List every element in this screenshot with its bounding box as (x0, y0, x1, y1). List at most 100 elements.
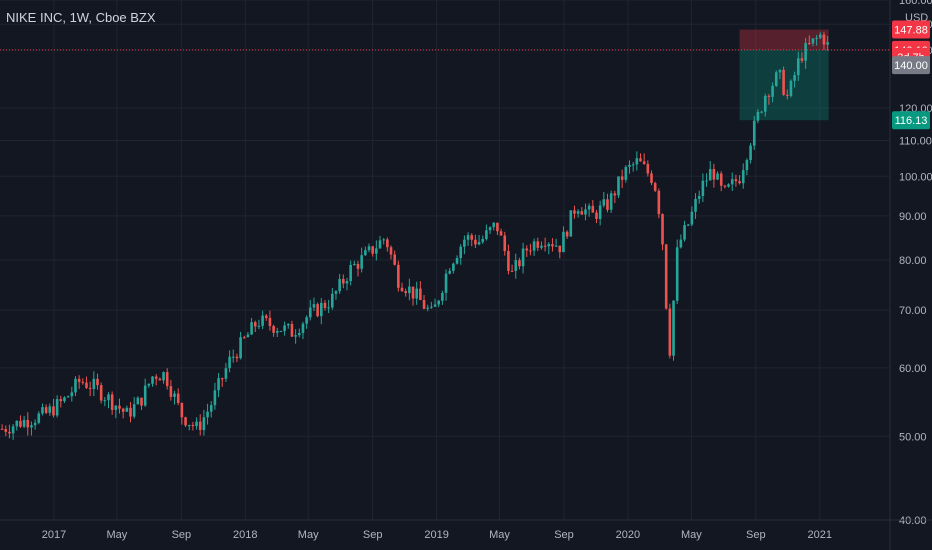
candle-body (433, 304, 437, 307)
candle-body (580, 211, 584, 215)
candle-body (74, 378, 77, 393)
candle-body (620, 176, 624, 180)
candle-body (529, 250, 532, 252)
candle-body (565, 231, 569, 237)
candle-body (59, 399, 63, 402)
candle-body (353, 263, 356, 265)
candle-body (826, 42, 829, 45)
candle-body (367, 246, 371, 251)
candle-body (125, 407, 129, 412)
x-tick-label: Sep (554, 529, 574, 541)
candle-body (712, 169, 716, 180)
candle-body (796, 58, 800, 76)
candle-body (228, 356, 231, 369)
candle-body (235, 356, 239, 359)
candle-body (653, 183, 657, 191)
y-tick-label: 90.00 (899, 211, 927, 223)
candle-body (540, 245, 543, 248)
candle-body (547, 244, 551, 247)
candle-body (77, 378, 81, 382)
candle-body (217, 378, 220, 391)
candle-body (525, 248, 529, 251)
candle-body (690, 211, 694, 225)
candle-body (752, 120, 756, 146)
candle-body (360, 255, 363, 269)
candle-body (364, 250, 367, 256)
candle-body (664, 244, 668, 309)
candle-body (48, 406, 52, 413)
candle-body (250, 322, 253, 335)
candle-body (474, 239, 477, 245)
candle-body (488, 227, 492, 231)
candle-body (371, 246, 374, 254)
candle-body (356, 263, 360, 269)
candle-body (672, 300, 675, 356)
candle-body (543, 245, 547, 247)
x-tick-label: 2021 (808, 529, 832, 541)
candle-body (283, 325, 286, 332)
candle-body (162, 372, 165, 381)
candle-body (261, 315, 264, 326)
candle-body (419, 288, 422, 301)
candle-body (386, 239, 389, 248)
stop-loss-zone[interactable] (739, 29, 829, 50)
candle-body (114, 405, 118, 410)
candle-body (609, 193, 613, 210)
candle-body (694, 198, 697, 212)
candle-body (514, 260, 518, 271)
candle-body (257, 325, 261, 327)
candle-body (554, 245, 558, 247)
candle-body (305, 317, 308, 324)
candle-body (331, 293, 334, 308)
candle-body (822, 34, 826, 45)
candle-body (415, 288, 418, 299)
candle-body (708, 169, 712, 181)
candle-body (595, 212, 598, 219)
candle-body (598, 205, 602, 219)
candle-body (569, 210, 573, 237)
price-tag-label: 116.13 (895, 115, 928, 127)
candle-body (129, 407, 132, 417)
candle-body (624, 166, 628, 180)
candle-body (151, 376, 154, 384)
candle-body (0, 428, 4, 430)
candle-body (477, 242, 481, 245)
candle-body (716, 173, 719, 180)
candle-body (767, 95, 771, 97)
candle-body (576, 211, 580, 214)
candle-body (4, 429, 8, 432)
candle-body (70, 392, 74, 397)
candle-body (562, 231, 565, 253)
candle-body (774, 72, 778, 86)
candle-body (496, 222, 499, 232)
candle-body (239, 337, 242, 359)
candle-body (342, 278, 345, 284)
candle-body (345, 281, 349, 284)
candle-body (169, 386, 173, 397)
candle-body (591, 205, 595, 213)
candle-body (26, 419, 30, 428)
candle-body (195, 421, 198, 427)
candle-body (738, 181, 741, 184)
candle-body (782, 69, 785, 95)
candle-body (730, 179, 734, 185)
candle-body (459, 246, 463, 259)
candle-body (393, 254, 396, 265)
candle-body (639, 158, 642, 162)
candle-body (800, 58, 804, 61)
x-tick-label: Sep (363, 529, 383, 541)
candle-body (338, 278, 341, 292)
candle-body (448, 270, 452, 274)
candle-body (88, 387, 92, 389)
x-tick-label: May (298, 529, 319, 541)
candle-body (209, 405, 213, 412)
candle-body (187, 424, 191, 426)
candle-body (264, 315, 268, 318)
candle-body (455, 258, 459, 264)
y-tick-label: 50.00 (899, 431, 927, 443)
candle-body (804, 42, 807, 61)
candle-body (789, 80, 793, 96)
